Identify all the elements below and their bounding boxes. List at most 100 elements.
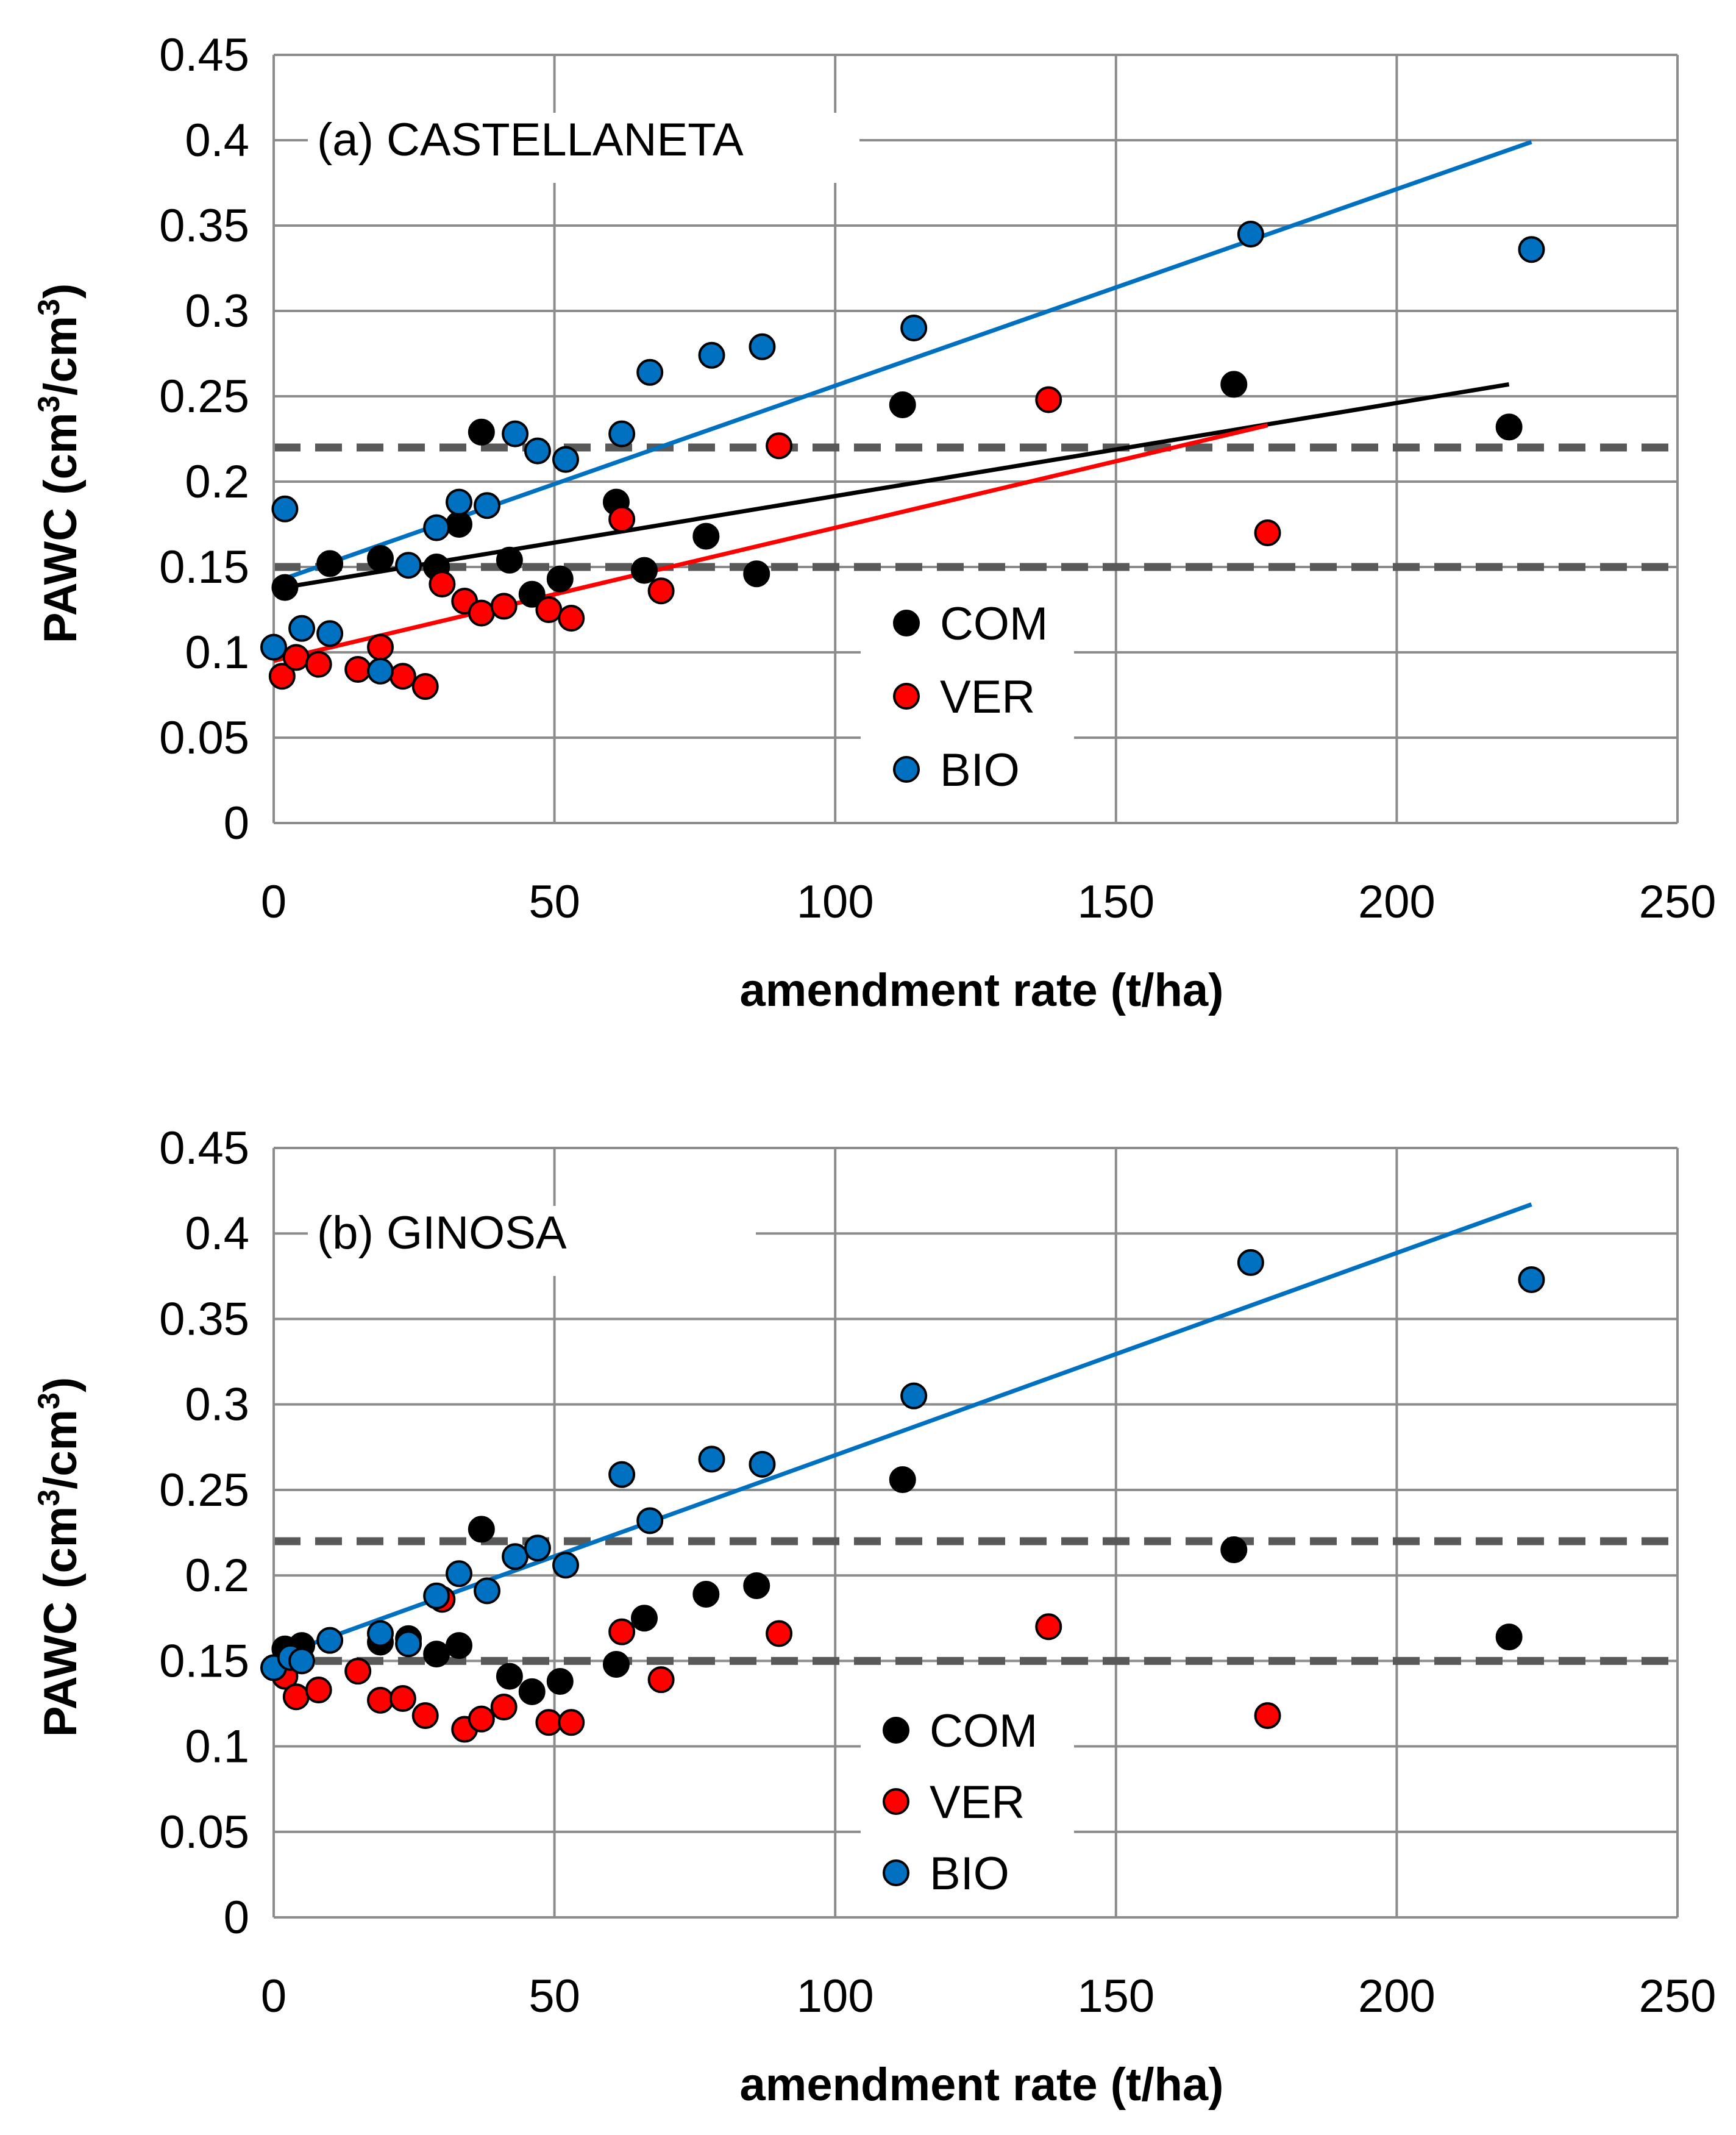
y-tick-label: 0.35 bbox=[159, 200, 249, 252]
data-point bbox=[552, 446, 580, 473]
data-point bbox=[445, 1560, 472, 1588]
y-tick-label: 0.05 bbox=[159, 1806, 249, 1858]
data-point bbox=[524, 437, 551, 465]
legend-label-com: COM bbox=[940, 598, 1048, 650]
title-background bbox=[308, 113, 859, 183]
data-point bbox=[900, 1382, 928, 1410]
legend-marker-bio bbox=[893, 756, 920, 783]
data-point bbox=[367, 545, 394, 572]
series-bio bbox=[260, 1249, 1545, 1681]
data-point bbox=[889, 391, 916, 418]
data-point bbox=[423, 1641, 450, 1668]
data-point bbox=[344, 656, 372, 683]
data-point bbox=[546, 565, 574, 593]
x-tick-label: 200 bbox=[1358, 1970, 1435, 2022]
data-point bbox=[608, 420, 636, 447]
legend-marker-com bbox=[893, 610, 920, 636]
data-point bbox=[282, 644, 310, 671]
chart-panel-b: 0 0.05 0.1 0.15 0.2 0.25 0.3 0.35 0.4 0.45 0 50 100 1… bbox=[32, 1122, 1716, 2111]
legend-label-bio: BIO bbox=[930, 1848, 1009, 1900]
y-tick-label: 0.35 bbox=[159, 1293, 249, 1345]
x-tick-label: 250 bbox=[1639, 876, 1716, 928]
data-point bbox=[630, 1605, 658, 1632]
data-point bbox=[288, 1647, 316, 1675]
y-tick-label: 0.25 bbox=[159, 371, 249, 422]
data-point bbox=[546, 1667, 574, 1695]
data-point bbox=[608, 1618, 636, 1645]
data-point bbox=[749, 1450, 776, 1478]
x-tick-label: 0 bbox=[261, 1970, 286, 2022]
data-point bbox=[316, 620, 344, 647]
data-point bbox=[518, 580, 546, 608]
y-tick-label: 0.1 bbox=[185, 1721, 249, 1773]
y-axis-label: PAWC (cm3/cm3) bbox=[32, 1377, 87, 1738]
legend-marker-ver bbox=[883, 1788, 909, 1815]
data-point bbox=[900, 315, 928, 341]
data-point bbox=[316, 1627, 344, 1654]
data-point bbox=[766, 1620, 793, 1647]
data-point bbox=[445, 511, 472, 538]
data-point bbox=[423, 1582, 450, 1609]
y-tick-label: 0.3 bbox=[185, 1379, 249, 1431]
data-point bbox=[636, 1507, 664, 1534]
y-tick-label: 0 bbox=[224, 797, 249, 849]
data-point bbox=[344, 1658, 372, 1685]
y-tick-label: 0 bbox=[224, 1892, 249, 1944]
data-point bbox=[268, 663, 296, 690]
data-point bbox=[445, 488, 472, 516]
title-background bbox=[308, 1206, 756, 1276]
x-tick-label: 150 bbox=[1077, 876, 1154, 928]
data-point bbox=[367, 1620, 394, 1647]
data-point bbox=[367, 657, 394, 685]
y-tick-label: 0.45 bbox=[159, 1122, 249, 1174]
y-tick-label: 0.4 bbox=[185, 115, 249, 166]
data-point bbox=[743, 1572, 770, 1599]
data-point bbox=[1220, 1536, 1248, 1564]
x-tick-label: 100 bbox=[797, 1970, 874, 2022]
data-point bbox=[630, 557, 658, 584]
data-point bbox=[411, 1702, 439, 1730]
data-point bbox=[490, 1694, 518, 1721]
x-tick-label: 0 bbox=[261, 876, 286, 928]
data-point bbox=[647, 577, 675, 605]
data-point bbox=[305, 650, 332, 678]
data-point bbox=[1035, 1613, 1062, 1641]
data-point bbox=[1254, 1702, 1281, 1730]
data-point bbox=[496, 1663, 523, 1690]
data-point bbox=[271, 495, 299, 522]
data-point bbox=[602, 1650, 630, 1678]
data-point bbox=[1495, 1624, 1523, 1651]
data-point bbox=[889, 1466, 916, 1494]
data-point bbox=[535, 596, 563, 623]
x-tick-label: 200 bbox=[1358, 876, 1435, 928]
y-tick-label: 0.2 bbox=[185, 456, 249, 508]
data-point bbox=[558, 605, 585, 632]
series-bio bbox=[260, 221, 1545, 685]
chart-title: (a) CASTELLANETA bbox=[317, 114, 744, 166]
data-point bbox=[647, 1666, 675, 1694]
x-axis-label: amendment rate (t/ha) bbox=[740, 2059, 1224, 2111]
y-tick-label: 0.15 bbox=[159, 1635, 249, 1687]
series-ver bbox=[268, 386, 1281, 700]
series-ver bbox=[271, 1586, 1281, 1743]
data-point bbox=[1495, 413, 1523, 441]
y-tick-label: 0.05 bbox=[159, 712, 249, 764]
data-point bbox=[468, 599, 495, 627]
data-point bbox=[429, 571, 456, 597]
data-point bbox=[743, 560, 770, 588]
y-tick-label: 0.25 bbox=[159, 1464, 249, 1516]
legend-marker-ver bbox=[893, 683, 920, 710]
data-point bbox=[692, 1580, 720, 1608]
data-point bbox=[1518, 236, 1545, 263]
y-tick-label: 0.45 bbox=[159, 29, 249, 81]
trendline-ver bbox=[273, 423, 1268, 663]
x-tick-label: 100 bbox=[797, 876, 874, 928]
data-point bbox=[316, 550, 344, 577]
data-point bbox=[1254, 519, 1281, 546]
chart-title: (b) GINOSA bbox=[317, 1207, 567, 1259]
data-point bbox=[636, 358, 664, 386]
data-point bbox=[474, 1577, 501, 1605]
data-point bbox=[468, 1516, 495, 1543]
series-com bbox=[271, 371, 1523, 608]
